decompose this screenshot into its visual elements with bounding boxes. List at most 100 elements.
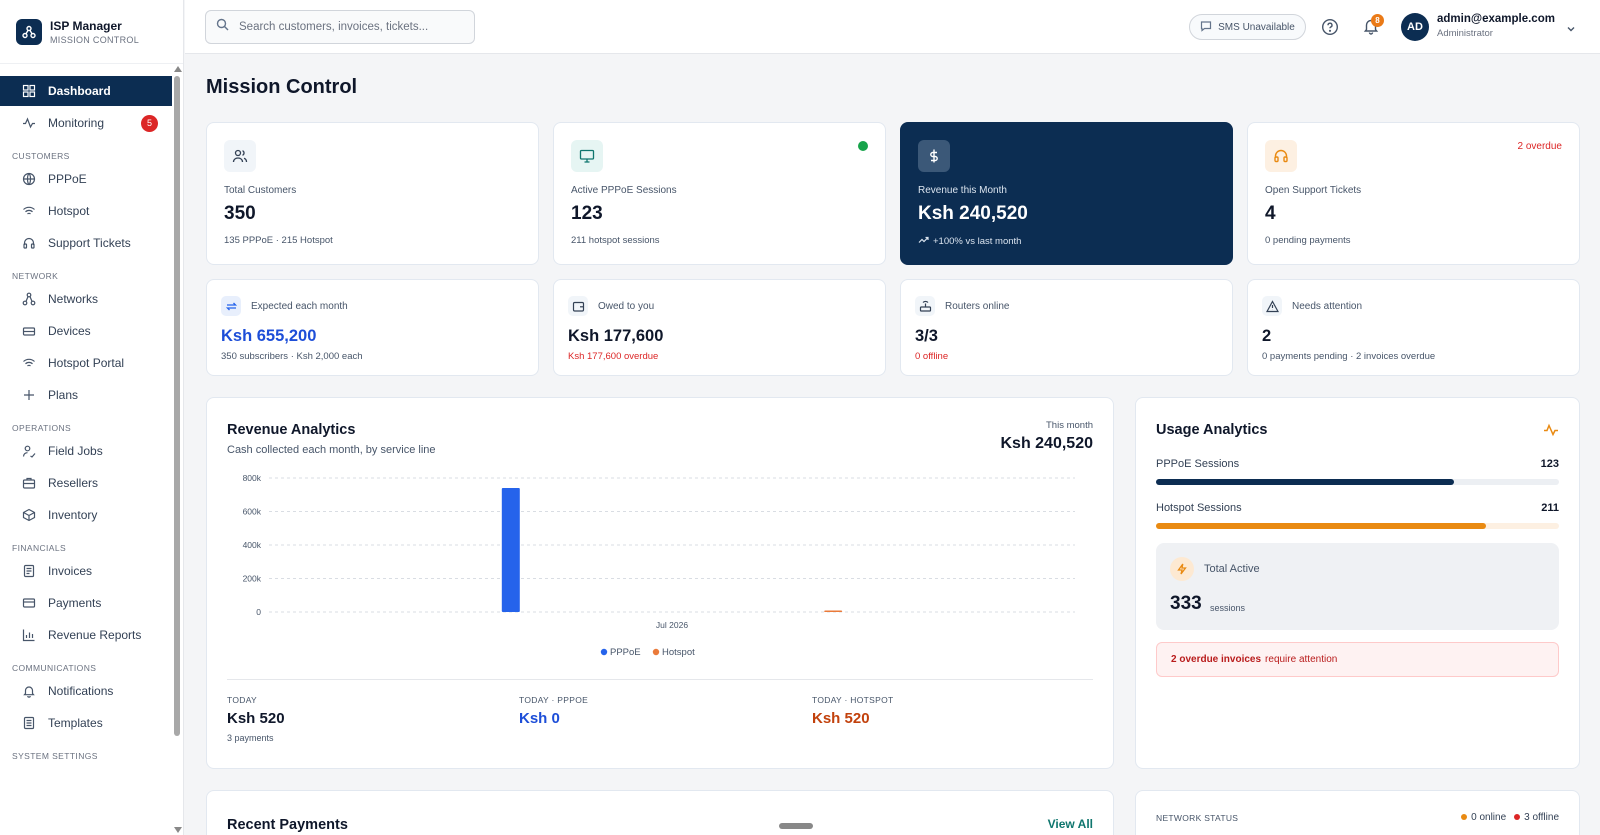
mini-label: Routers online [945, 301, 1010, 312]
stat-card-support-tickets[interactable]: 2 overdue Open Support Tickets 4 0 pendi… [1247, 122, 1580, 265]
notifications-button[interactable]: 8 [1362, 14, 1384, 37]
sidebar-item-label: Inventory [48, 508, 98, 522]
this-month-label: This month [1046, 420, 1093, 431]
stat-card-revenue-month[interactable]: Revenue this Month Ksh 240,520 +100% vs … [900, 122, 1233, 265]
sidebar-item-inventory[interactable]: Inventory [0, 500, 172, 530]
mini-sub: Ksh 177,600 overdue [568, 351, 659, 362]
total-active-label: Total Active [1204, 563, 1260, 575]
scroll-thumb[interactable] [174, 76, 180, 736]
stat-card-pppoe-sessions[interactable]: Active PPPoE Sessions 123 211 hotspot se… [553, 122, 886, 265]
wallet-icon [568, 296, 588, 316]
page-title: Mission Control [206, 76, 358, 98]
help-icon[interactable] [1321, 18, 1339, 36]
activity-icon [1543, 422, 1559, 443]
sidebar-item-field-jobs[interactable]: Field Jobs [0, 436, 172, 466]
overdue-alert[interactable]: 2 overdue invoices require attention [1156, 642, 1559, 677]
sidebar-item-hotspot-portal[interactable]: Hotspot Portal [0, 348, 172, 378]
usage-pppoe-bar [1156, 479, 1559, 485]
payments-icon [22, 596, 36, 610]
sidebar-nav: Dashboard Monitoring 5 CUSTOMERS PPPoE Hotspo… [0, 76, 172, 764]
sidebar-item-plans[interactable]: Plans [0, 380, 172, 410]
sidebar-item-support-tickets[interactable]: Support Tickets [0, 228, 172, 258]
sidebar-item-revenue-reports[interactable]: Revenue Reports [0, 620, 172, 650]
legend-label-hotspot: Hotspot [662, 647, 695, 658]
invoices-icon [22, 564, 36, 578]
mini-value: Ksh 177,600 [568, 327, 664, 345]
drag-handle[interactable] [779, 823, 813, 829]
y-tick-label: 0 [256, 607, 261, 617]
sidebar-item-pppoe[interactable]: PPPoE [0, 164, 172, 194]
sidebar-item-label: Monitoring [48, 116, 105, 130]
stat-value: 4 [1265, 203, 1276, 224]
mini-value: Ksh 655,200 [221, 327, 317, 345]
sidebar-item-label: Hotspot [48, 204, 90, 218]
scroll-down-arrow-icon[interactable] [174, 827, 182, 833]
view-all-link[interactable]: View All [1047, 817, 1093, 831]
sms-status-button[interactable]: SMS Unavailable [1189, 14, 1306, 40]
usage-pppoe-value: 123 [1540, 458, 1559, 470]
sidebar-item-resellers[interactable]: Resellers [0, 468, 172, 498]
network-status-label: NETWORK STATUS [1156, 813, 1239, 823]
revenue-reports-icon [22, 628, 36, 642]
mini-sub: 0 payments pending · 2 invoices overdue [1262, 351, 1436, 362]
today-hotspot-value: Ksh 520 [812, 710, 870, 727]
search-input[interactable] [239, 21, 459, 33]
top-bar: SMS Unavailable 8 AD admin@example.com A… [185, 0, 1600, 54]
chevron-down-icon[interactable] [1566, 21, 1576, 39]
y-tick-label: 400k [243, 540, 262, 550]
this-month-value: Ksh 240,520 [1000, 435, 1093, 452]
search-box[interactable] [205, 10, 475, 44]
sidebar-item-dashboard[interactable]: Dashboard [0, 76, 172, 106]
monitoring-badge: 5 [141, 114, 158, 132]
mini-card-expected-monthly[interactable]: Expected each month Ksh 655,200 350 subs… [206, 279, 539, 376]
usage-hotspot-label: Hotspot Sessions [1156, 502, 1242, 514]
revenue-trend-text: +100% vs last month [933, 235, 1022, 247]
revenue-title: Revenue Analytics [227, 422, 356, 438]
sidebar-item-label: PPPoE [48, 172, 87, 186]
stat-card-total-customers[interactable]: Total Customers 350 135 PPPoE · 215 Hots… [206, 122, 539, 265]
y-tick-label: 800k [243, 473, 262, 483]
mini-label: Needs attention [1292, 301, 1363, 312]
online-legend: 0 online [1461, 812, 1506, 823]
brand-subtitle: MISSION CONTROL [50, 34, 140, 45]
offline-legend: 3 offline [1514, 812, 1559, 823]
sidebar-item-invoices[interactable]: Invoices [0, 556, 172, 586]
mini-card-needs-attention[interactable]: Needs attention 2 0 payments pending · 2… [1247, 279, 1580, 376]
user-email[interactable]: admin@example.com [1437, 13, 1555, 25]
stat-label: Revenue this Month [918, 185, 1007, 196]
sidebar-item-label: Resellers [48, 476, 99, 490]
hotspot-icon [22, 204, 36, 218]
legend-dot-hotspot [652, 648, 660, 656]
usage-analytics-panel: Usage Analytics PPPoE Sessions 123 Hotsp… [1135, 397, 1580, 769]
resellers-icon [22, 476, 36, 490]
sidebar-scrollbar[interactable] [173, 64, 182, 835]
sidebar-section-system-settings: SYSTEM SETTINGS [12, 751, 98, 761]
mini-card-owed[interactable]: Owed to you Ksh 177,600 Ksh 177,600 over… [553, 279, 886, 376]
sidebar-item-hotspot[interactable]: Hotspot [0, 196, 172, 226]
offline-count: 3 offline [1524, 812, 1559, 823]
avatar[interactable]: AD [1401, 13, 1429, 41]
sidebar-item-label: Support Tickets [48, 236, 131, 250]
mini-value: 2 [1262, 327, 1272, 345]
sidebar-item-templates[interactable]: Templates [0, 708, 172, 738]
stat-sub: 135 PPPoE · 215 Hotspot [224, 235, 333, 246]
sidebar-section-network: NETWORK [12, 271, 59, 281]
stat-value: 350 [224, 203, 256, 224]
sidebar-item-networks[interactable]: Networks [0, 284, 172, 314]
support-tickets-icon [22, 236, 36, 250]
sidebar-item-notifications[interactable]: Notifications [0, 676, 172, 706]
field-jobs-icon [22, 444, 36, 458]
sidebar-item-payments[interactable]: Payments [0, 588, 172, 618]
alert-triangle-icon [1262, 296, 1282, 316]
usage-hotspot-bar [1156, 523, 1559, 529]
scroll-up-arrow-icon[interactable] [174, 66, 182, 72]
mini-value: 3/3 [915, 327, 938, 345]
sidebar-item-devices[interactable]: Devices [0, 316, 172, 346]
sms-status-label: SMS Unavailable [1218, 21, 1295, 33]
notification-count-badge: 8 [1371, 14, 1384, 27]
sidebar-item-label: Networks [48, 292, 99, 306]
sidebar-item-monitoring[interactable]: Monitoring 5 [0, 108, 172, 138]
pppoe-icon [22, 172, 36, 186]
mini-card-routers[interactable]: Routers online 3/3 0 offline [900, 279, 1233, 376]
usage-hotspot-fill [1156, 523, 1487, 529]
